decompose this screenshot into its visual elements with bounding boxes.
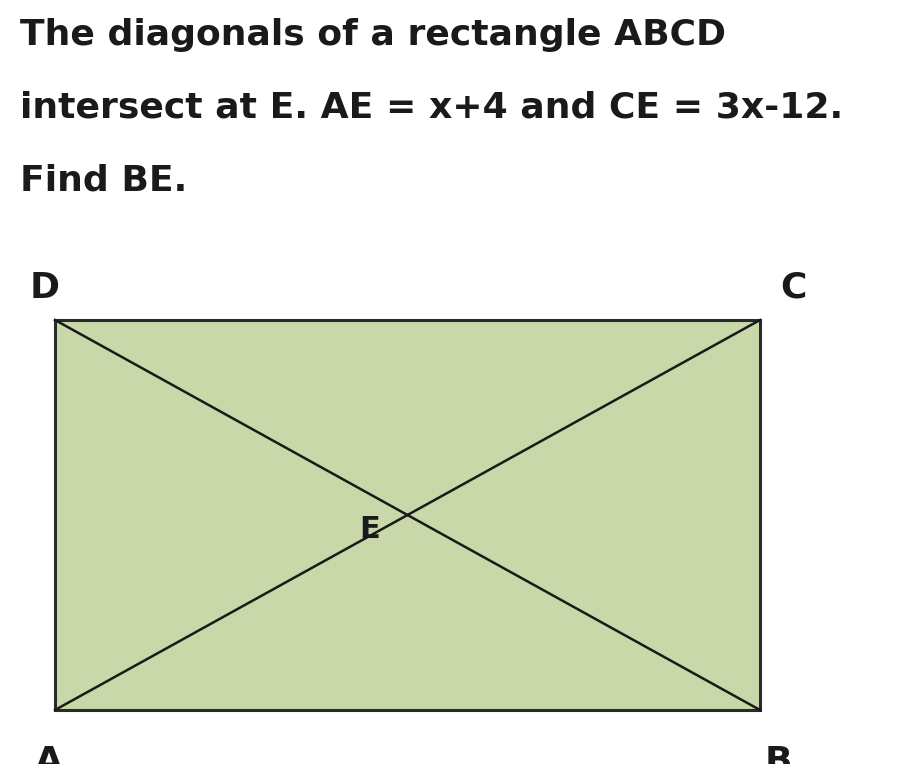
Text: Find BE.: Find BE. <box>20 163 188 197</box>
Text: B: B <box>765 745 792 764</box>
Text: intersect at E. AE = x+4 and CE = 3x-12.: intersect at E. AE = x+4 and CE = 3x-12. <box>20 91 844 125</box>
Text: E: E <box>359 516 380 545</box>
Text: The diagonals of a rectangle ABCD: The diagonals of a rectangle ABCD <box>20 18 727 52</box>
Text: C: C <box>780 271 807 305</box>
Text: A: A <box>35 745 63 764</box>
Polygon shape <box>55 320 760 710</box>
Text: D: D <box>30 271 60 305</box>
